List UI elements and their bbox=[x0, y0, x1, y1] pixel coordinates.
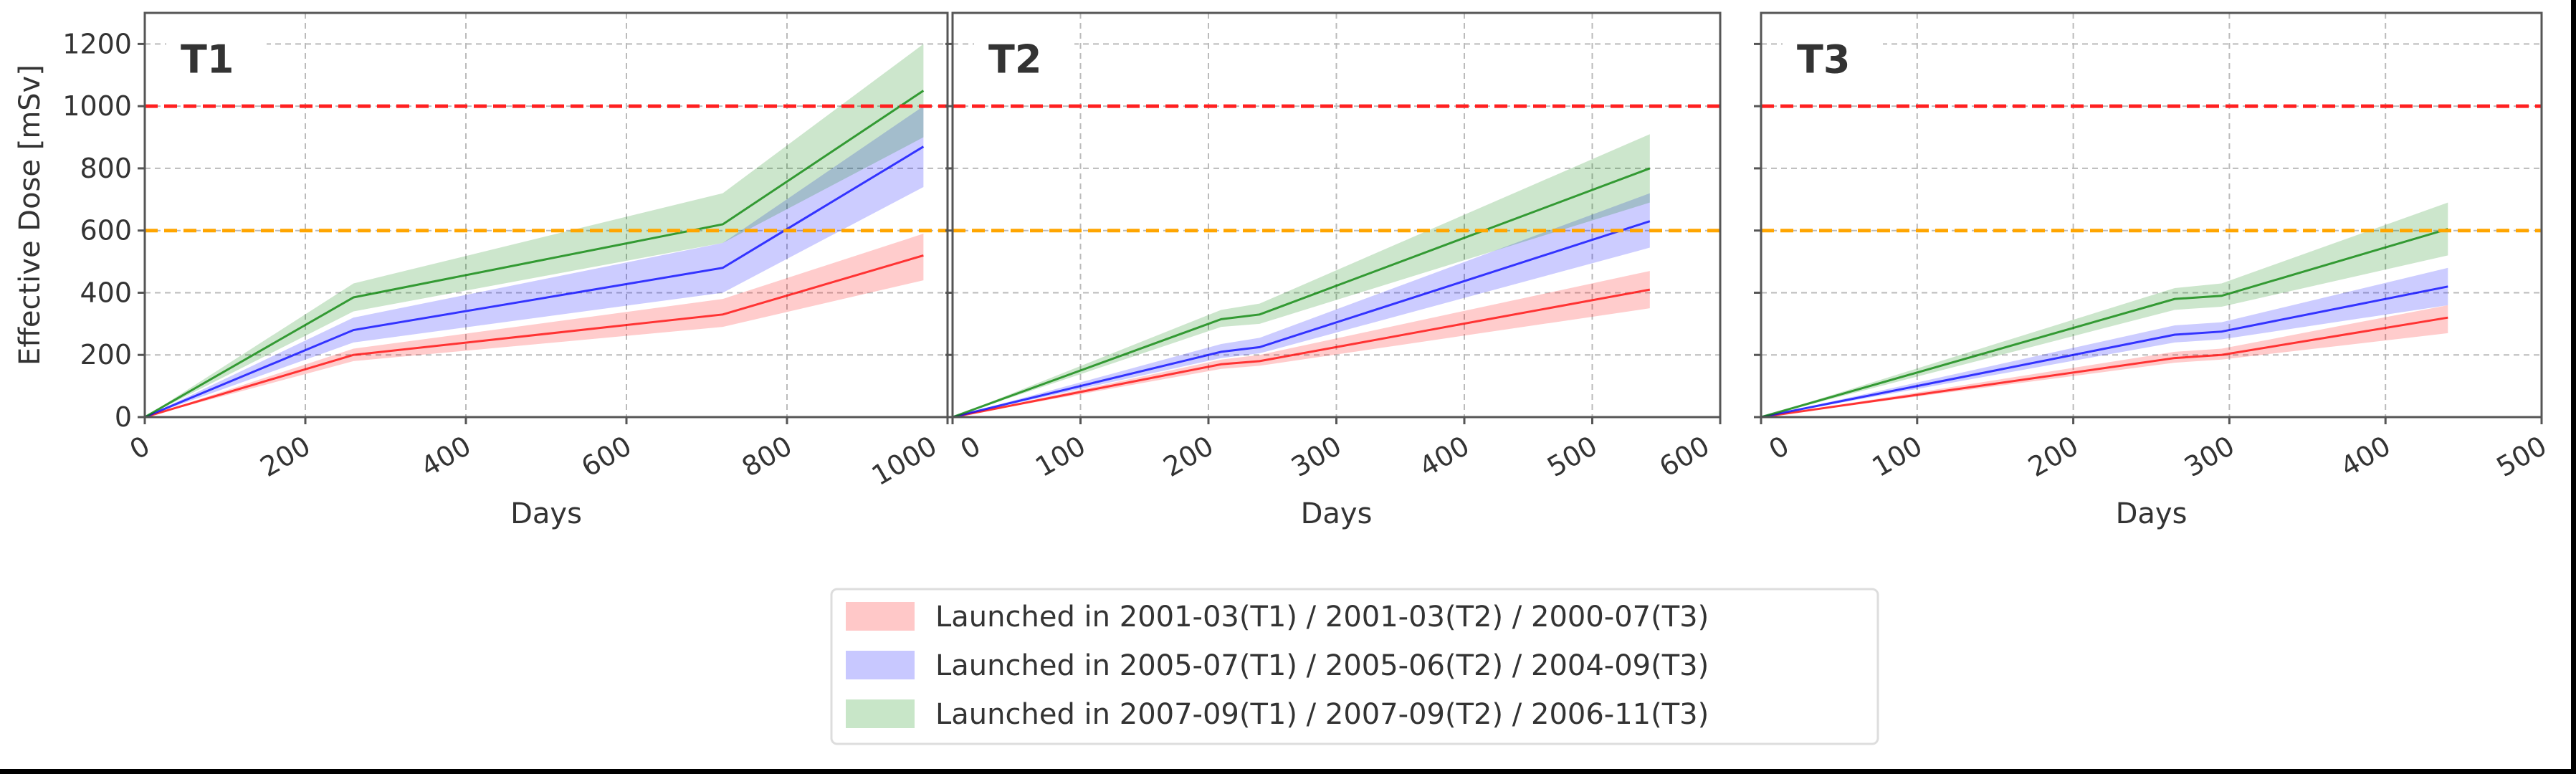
title-background bbox=[166, 22, 267, 73]
plot-area bbox=[145, 13, 948, 417]
x-tick-label: 500 bbox=[1542, 430, 1603, 483]
legend-label-0: Launched in 2001-03(T1) / 2001-03(T2) / … bbox=[935, 601, 1709, 634]
axes-frame bbox=[951, 11, 1722, 419]
x-tick-label: 200 bbox=[2023, 430, 2084, 483]
panel-t3: 0 100 200 300 400 500 T3 Days bbox=[1754, 11, 2552, 530]
x-tick-label: 500 bbox=[2491, 430, 2552, 483]
confidence-band-series-1 bbox=[1761, 267, 2448, 417]
series-line-2 bbox=[1760, 228, 2448, 419]
confidence-band-series-0 bbox=[145, 234, 924, 417]
y-axis-label: Effective Dose [mSv] bbox=[14, 64, 47, 366]
confidence-band-series-0 bbox=[953, 271, 1650, 417]
legend-label-1: Launched in 2005-07(T1) / 2005-06(T2) / … bbox=[935, 649, 1709, 682]
x-tick-label: 0 bbox=[1764, 430, 1795, 466]
legend-frame bbox=[830, 588, 1879, 745]
x-tick-label: 400 bbox=[1414, 430, 1475, 483]
legend-swatch-0 bbox=[846, 602, 915, 631]
axes-frame bbox=[1760, 11, 2543, 419]
legend-swatch-1 bbox=[846, 651, 915, 679]
axes-frame bbox=[143, 11, 949, 419]
confidence-band-series-1 bbox=[145, 106, 924, 417]
y-tick-label: 600 bbox=[80, 215, 132, 247]
y-tick-label: 200 bbox=[80, 339, 132, 371]
x-tick-label: 100 bbox=[1866, 430, 1927, 483]
series-line-0 bbox=[1760, 316, 2448, 419]
x-tick-label: 200 bbox=[255, 430, 316, 483]
title-background bbox=[974, 22, 1074, 73]
y-tick-label: 0 bbox=[115, 401, 132, 433]
x-tick-label: 100 bbox=[1030, 430, 1091, 483]
x-axis-label: Days bbox=[510, 497, 582, 530]
x-axis-label: Days bbox=[2116, 497, 2188, 530]
legend: Launched in 2001-03(T1) / 2001-03(T2) / … bbox=[830, 588, 1879, 745]
x-tick-label: 300 bbox=[1286, 430, 1347, 483]
series-line-1 bbox=[1760, 285, 2448, 419]
x-tick-label: 200 bbox=[1158, 430, 1219, 483]
frame-edge-right bbox=[2571, 0, 2576, 774]
series-line-0 bbox=[144, 254, 924, 419]
y-tick-label: 1000 bbox=[62, 90, 132, 122]
panel-t1: 0 200 400 600 800 1000 0 200 400 600 800 1000 1200 T1… bbox=[14, 11, 949, 530]
x-tick-label: 800 bbox=[737, 430, 798, 483]
series-line-1 bbox=[144, 145, 925, 419]
x-tick-label: 1000 bbox=[867, 430, 943, 492]
x-tick-label: 600 bbox=[576, 430, 637, 483]
x-tick-label: 300 bbox=[2179, 430, 2240, 483]
panel-title: T1 bbox=[181, 37, 234, 82]
x-axis-label: Days bbox=[1301, 497, 1373, 530]
series-line-2 bbox=[144, 90, 925, 419]
series-line-0 bbox=[952, 288, 1651, 419]
frame-edge-bottom bbox=[0, 769, 2576, 774]
x-tick-label: 400 bbox=[416, 430, 477, 483]
panel-t2: 0 100 200 300 400 500 600 T2 Days bbox=[945, 11, 1722, 530]
plot-area bbox=[1761, 13, 2542, 417]
title-background bbox=[1783, 22, 1883, 73]
x-tick-label: 0 bbox=[955, 430, 986, 466]
x-tick-label: 400 bbox=[2335, 430, 2396, 483]
x-tick-label: 0 bbox=[125, 430, 156, 466]
x-tick-label: 600 bbox=[1654, 430, 1715, 483]
legend-swatch-2 bbox=[846, 699, 915, 728]
panel-title: T2 bbox=[988, 37, 1041, 82]
series-line-1 bbox=[952, 220, 1651, 419]
panel-title: T3 bbox=[1797, 37, 1850, 82]
y-tick-label: 1200 bbox=[62, 28, 132, 59]
series-line-2 bbox=[952, 167, 1651, 419]
y-tick-label: 400 bbox=[80, 277, 132, 308]
legend-label-2: Launched in 2007-09(T1) / 2007-09(T2) / … bbox=[935, 698, 1709, 731]
y-tick-label: 800 bbox=[80, 153, 132, 184]
